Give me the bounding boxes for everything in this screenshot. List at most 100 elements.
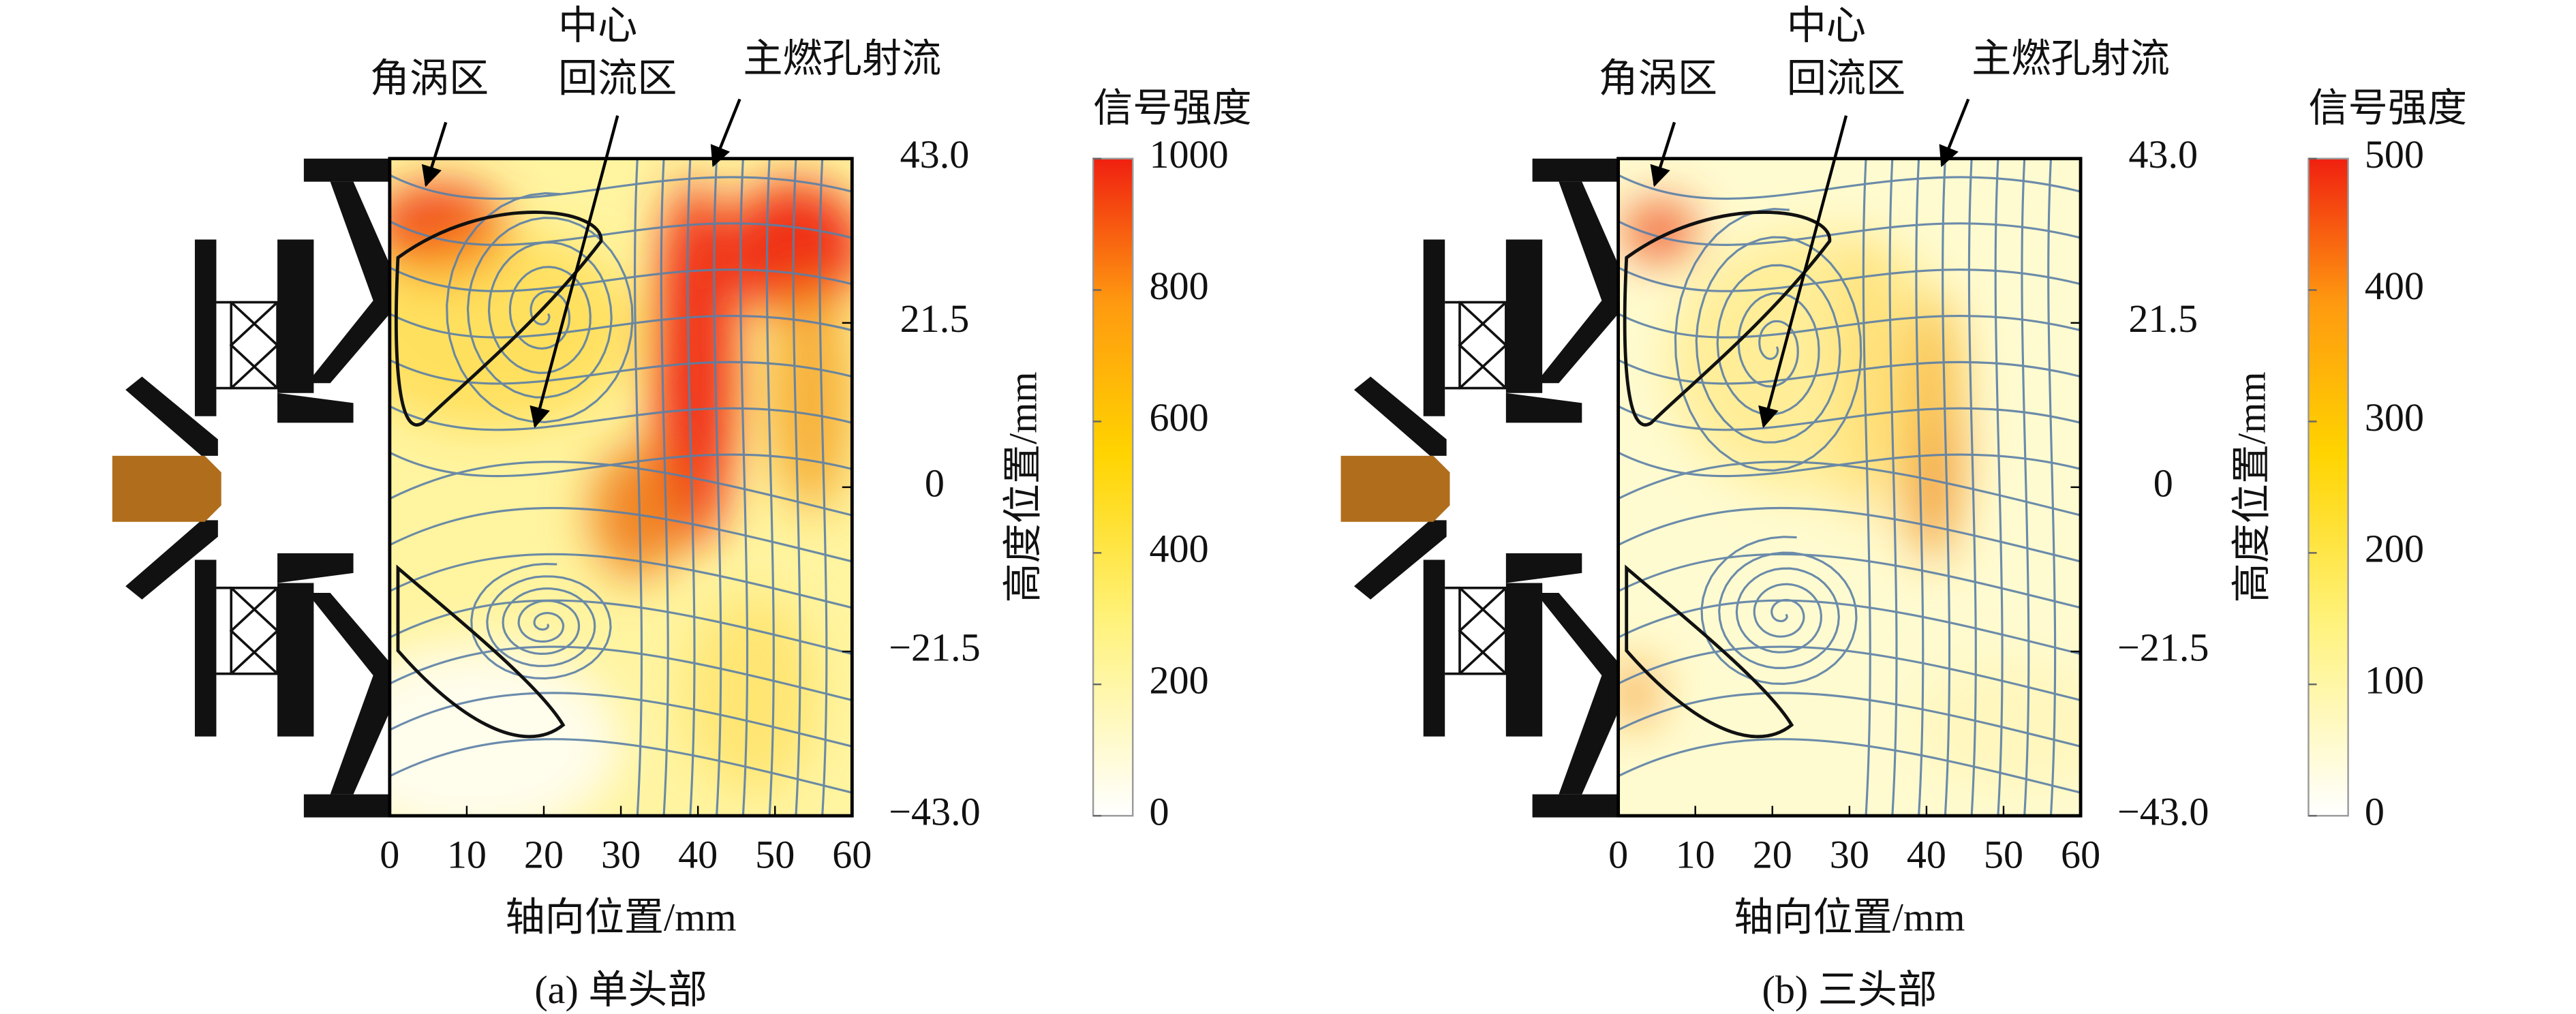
colorbar-tick-label: 400: [2365, 264, 2424, 308]
streamline: [389, 174, 853, 200]
y-tick-label: 21.5: [2128, 296, 2198, 341]
streamline: [1942, 158, 1951, 816]
burner-part: [1423, 559, 1445, 737]
colorbar-title: 信号强度: [2308, 86, 2467, 130]
annotation: 中心: [558, 3, 637, 48]
annotation: 回流区: [558, 57, 677, 101]
streamlines: [1618, 158, 2081, 816]
x-tick-label: 30: [1830, 832, 1869, 876]
x-tick-label: 40: [1907, 832, 1946, 876]
colorbar-tick-label: 600: [1149, 395, 1208, 440]
annotation-arrow: [530, 115, 619, 429]
colorbar-tick-label: 400: [1149, 527, 1208, 571]
colorbar-tick-label: 300: [2365, 395, 2424, 440]
fuel-nozzle: [1340, 455, 1450, 522]
annotation-arrow: [1939, 98, 1970, 168]
colorbar-tick-label: 200: [1149, 658, 1208, 703]
burner-part: [125, 520, 218, 600]
annotation-arrow: [710, 98, 741, 168]
annotation: 中心: [1787, 3, 1866, 48]
burner-part: [277, 393, 354, 423]
streamline: [389, 313, 853, 339]
x-tick-label: 50: [755, 832, 795, 876]
burner-part: [1532, 158, 1619, 182]
x-tick-label: 10: [1676, 832, 1715, 876]
streamline: [792, 158, 801, 816]
streamline: [1994, 158, 2004, 816]
heat-region: [591, 446, 684, 579]
burner-part: [1505, 239, 1543, 393]
colorbar-tick-label: 800: [1149, 264, 1208, 308]
annotation-arrow: [421, 121, 448, 187]
x-axis-label: 轴向位置/mm: [505, 895, 736, 940]
streamline: [660, 158, 669, 816]
streamline: [633, 158, 643, 816]
streamline: [818, 158, 828, 816]
colorbar: [2307, 157, 2349, 817]
burner-part: [277, 239, 314, 393]
burner-part: [1535, 181, 1619, 384]
streamline: [1618, 692, 2081, 748]
colorbar-tick-label: 100: [2365, 658, 2424, 703]
streamline: [389, 266, 853, 292]
colorbar-tick-label: 200: [2365, 527, 2424, 571]
streamline: [1618, 313, 2081, 339]
heat-region: [1618, 660, 1658, 727]
streamline: [713, 158, 722, 816]
y-tick-label: 43.0: [900, 132, 970, 176]
streamline: [1674, 208, 1862, 472]
swirler-box: [230, 586, 279, 675]
swirler: [216, 586, 279, 675]
burner-half: [125, 520, 390, 818]
streamline: [1967, 158, 1977, 816]
x-tick-label: 50: [1984, 832, 2023, 876]
burner-half: [125, 158, 390, 456]
burner-part: [194, 239, 217, 416]
field: [1618, 158, 2081, 816]
burner-part: [125, 376, 218, 456]
y-tick-label: −21.5: [2117, 625, 2209, 669]
y-axis-label: 高度位置/mm: [2229, 371, 2273, 602]
streamline: [389, 645, 853, 702]
y-tick-label: 0: [925, 461, 945, 505]
x-tick-label: 60: [832, 832, 872, 876]
panel: 0 10 20 30 40 50 60 −43.0 −21.5 0 21.5 43.0 轴向位置/mm 高…: [112, 3, 1252, 1012]
heat-region: [389, 644, 622, 816]
streamline: [1862, 158, 1871, 816]
streamline: [470, 563, 612, 680]
recirculation-outline: [1623, 211, 1832, 739]
burner-part: [1353, 376, 1447, 456]
burner-part: [277, 553, 354, 583]
y-tick-label: −43.0: [889, 789, 981, 833]
swirler-box: [1458, 301, 1507, 390]
annotation: 主燃孔射流: [743, 37, 941, 81]
burner-part: [303, 794, 390, 818]
streamline: [389, 599, 853, 656]
y-tick-label: 43.0: [2128, 132, 2198, 176]
colorbar-tick-label: 1000: [1149, 132, 1228, 176]
streamline: [1618, 266, 2081, 292]
swirler-hatch: [1445, 586, 1508, 675]
y-tick-label: −43.0: [2117, 789, 2209, 833]
burner-part: [194, 559, 217, 737]
panel: 0 10 20 30 40 50 60 −43.0 −21.5 0 21.5 43.0 轴向位置/mm 高…: [1340, 3, 2467, 1012]
streamline: [2047, 158, 2057, 816]
burner-part: [307, 593, 390, 795]
streamline: [1618, 553, 2081, 609]
heat-region: [1915, 660, 2081, 793]
burner-part: [1505, 583, 1543, 737]
annotation: 角涡区: [1599, 57, 1717, 101]
annotation: 角涡区: [370, 57, 489, 101]
colorbar-tick-label: 0: [2365, 789, 2385, 833]
colorbar-title: 信号强度: [1093, 86, 1252, 130]
caption: (b) 三头部: [1762, 968, 1937, 1012]
streamline: [2021, 158, 2030, 816]
streamline: [389, 692, 853, 748]
annotation: 回流区: [1787, 57, 1905, 101]
burner-part: [303, 158, 390, 182]
x-tick-label: 30: [601, 832, 641, 876]
swirler: [1445, 586, 1508, 675]
annotation-arrow: [1650, 121, 1676, 187]
swirler-hatch: [216, 586, 279, 675]
